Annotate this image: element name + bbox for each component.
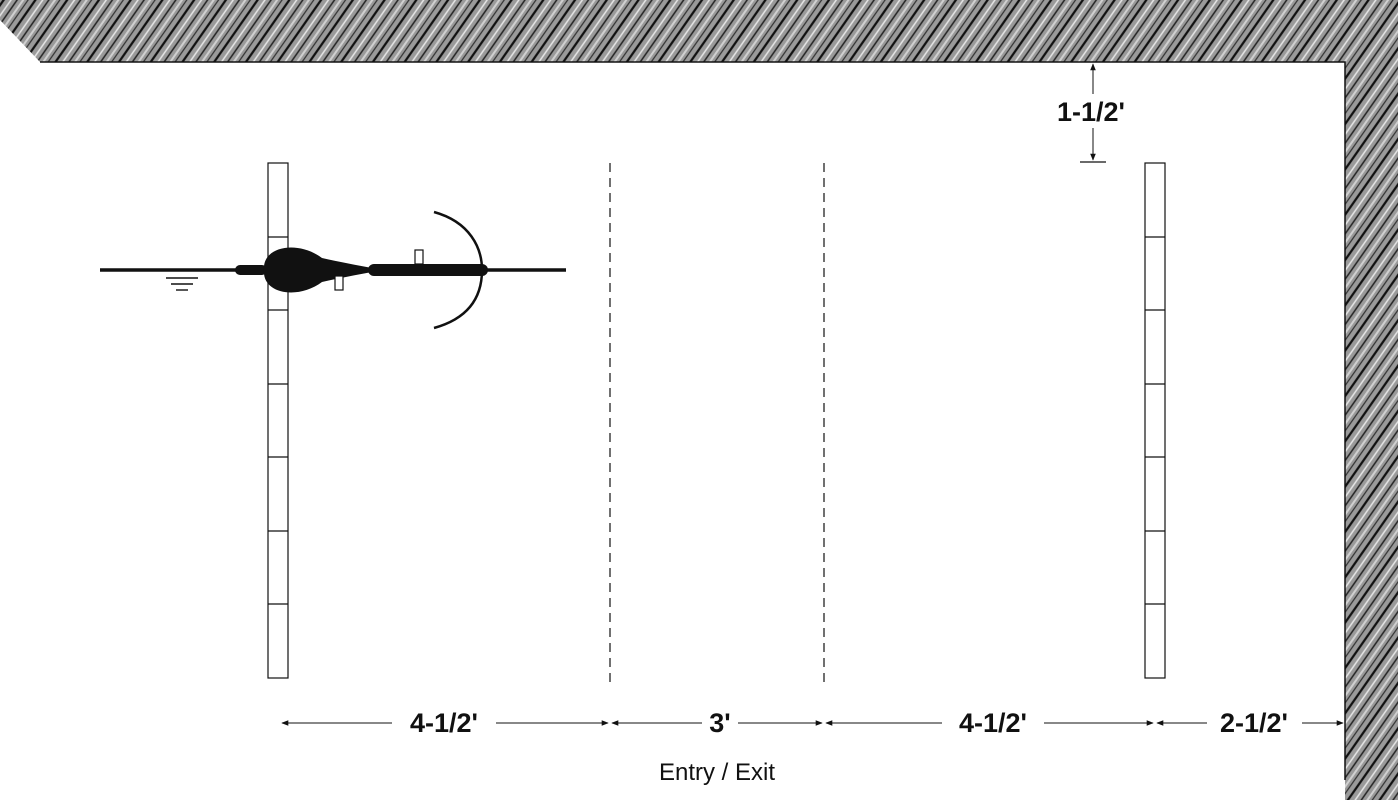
apparatus: [100, 210, 566, 330]
clearance-dimension: 1-1/2': [1057, 63, 1125, 163]
right-segmented-bar: [1144, 162, 1166, 679]
level-symbol-icon: [166, 277, 198, 291]
entry-exit-label: Entry / Exit: [659, 759, 775, 786]
span-2-label: 3': [709, 708, 730, 738]
span-4-label: 2-1/2': [1220, 708, 1288, 738]
clearance-label: 1-1/2': [1057, 97, 1125, 127]
wall-inner-edge: [40, 61, 1346, 780]
span-1-label: 4-1/2': [410, 708, 478, 738]
span-3-label: 4-1/2': [959, 708, 1027, 738]
left-segmented-bar: [267, 162, 289, 679]
